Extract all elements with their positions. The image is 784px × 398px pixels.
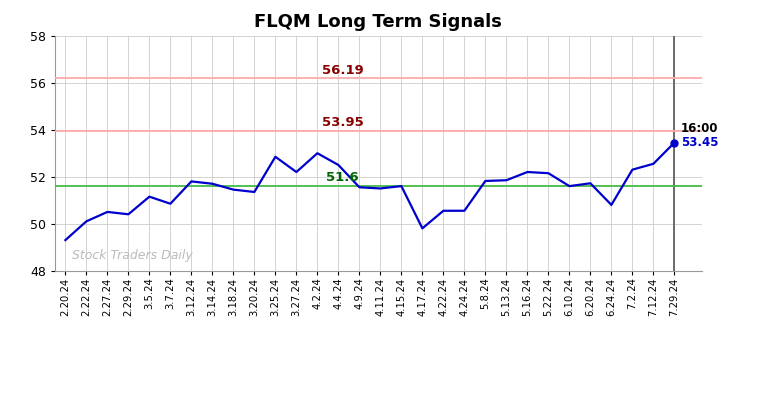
Text: 16:00: 16:00: [681, 122, 718, 135]
Text: 56.19: 56.19: [321, 64, 364, 77]
Title: FLQM Long Term Signals: FLQM Long Term Signals: [254, 14, 503, 31]
Text: 53.95: 53.95: [321, 116, 364, 129]
Text: 51.6: 51.6: [326, 172, 359, 184]
Text: Stock Traders Daily: Stock Traders Daily: [71, 250, 192, 262]
Text: 53.45: 53.45: [681, 136, 718, 149]
